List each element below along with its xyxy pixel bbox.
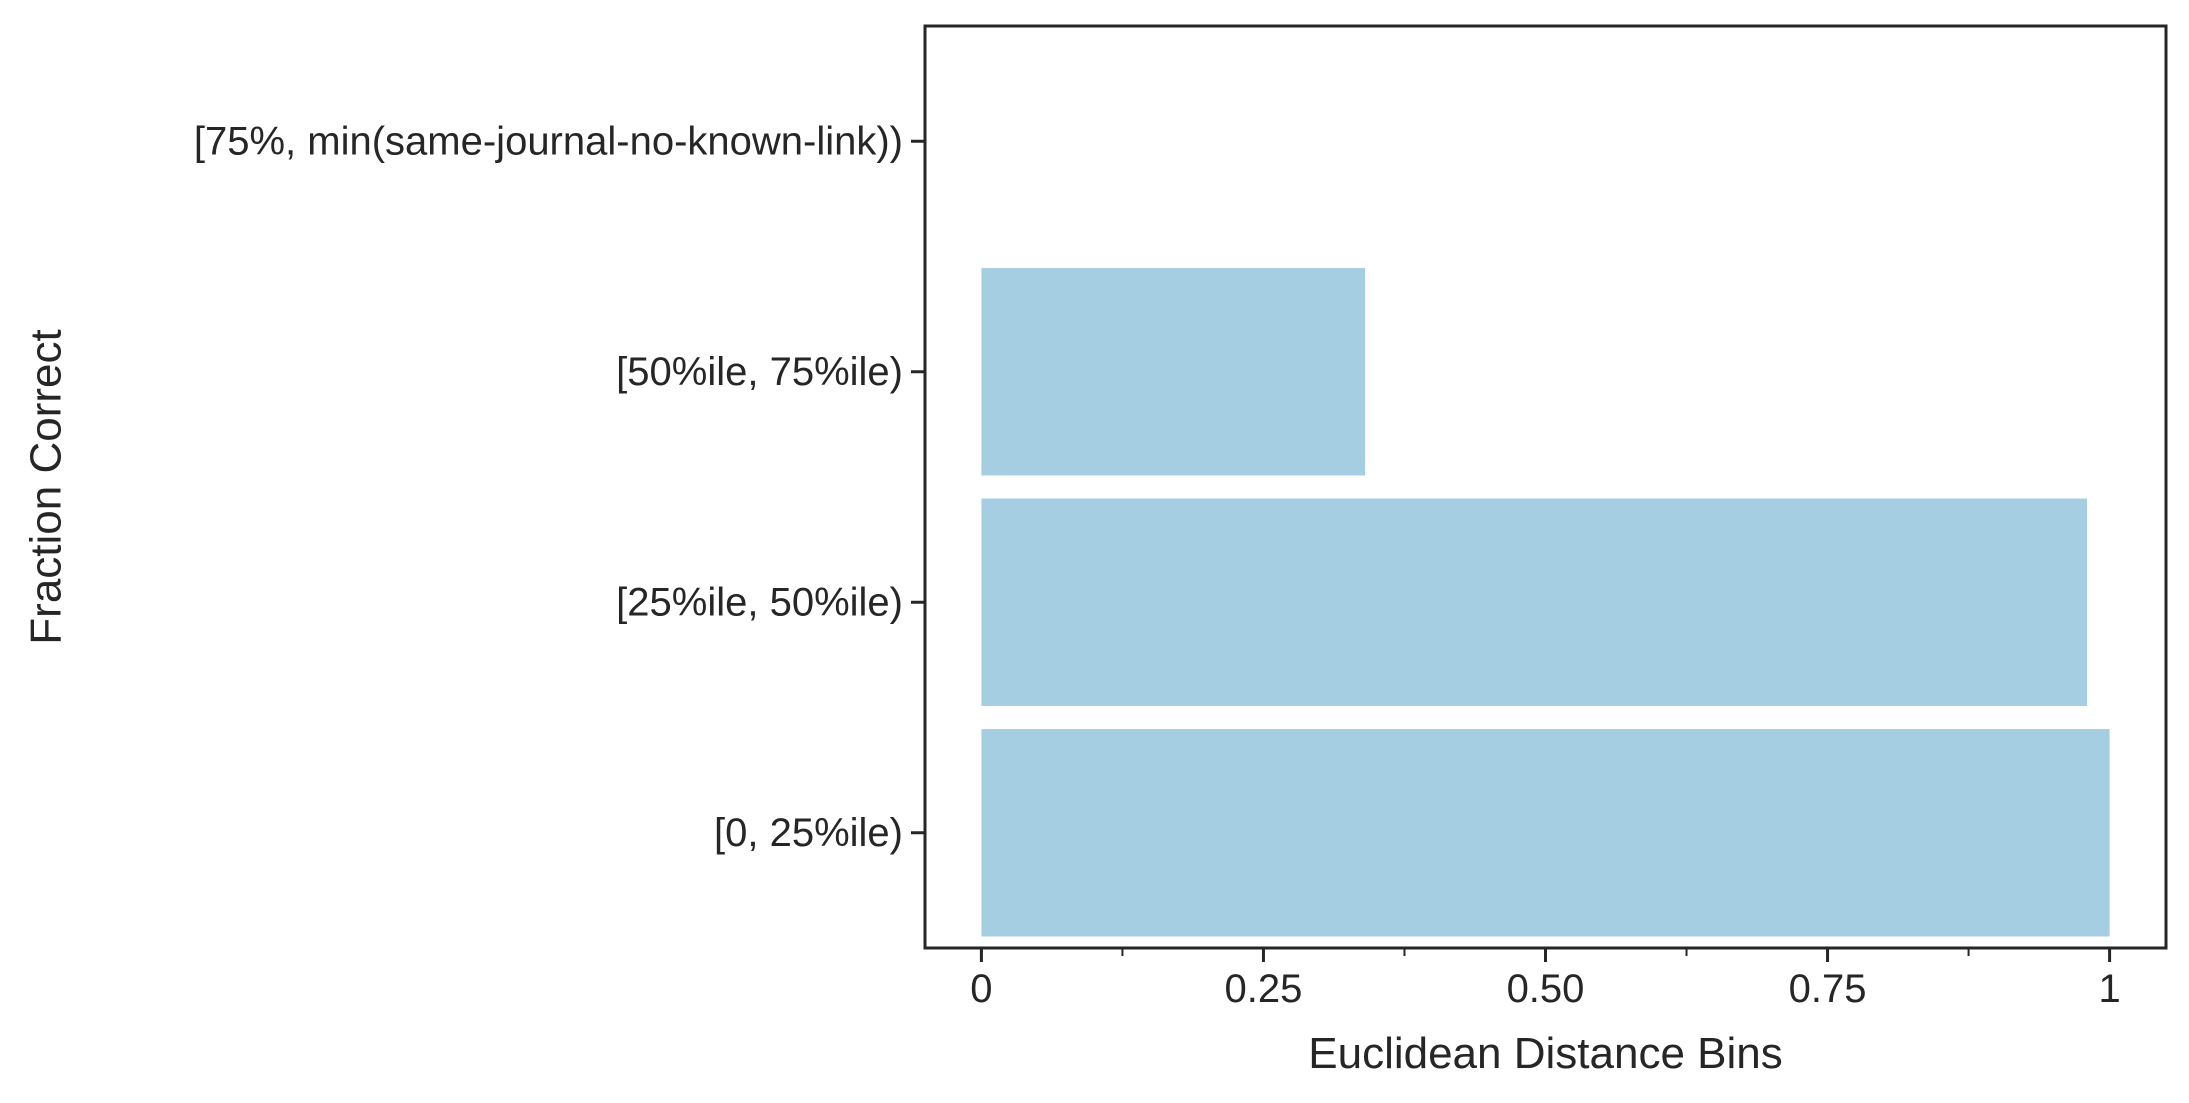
x-axis-title: Euclidean Distance Bins <box>1308 1029 1782 1078</box>
y-axis-title: Fraction Correct <box>22 329 71 644</box>
bars-group <box>981 268 2110 937</box>
bar-2 <box>981 268 1365 476</box>
y-tick-label-1: [25%ile, 50%ile) <box>616 580 903 624</box>
x-tick-label-3: 0.75 <box>1789 967 1867 1011</box>
bar-0 <box>981 729 2110 937</box>
y-tick-label-2: [50%ile, 75%ile) <box>616 350 903 394</box>
y-tick-label-0: [0, 25%ile) <box>714 811 903 855</box>
x-tick-label-2: 0.50 <box>1507 967 1585 1011</box>
bar-1 <box>981 498 2088 706</box>
y-axis: [0, 25%ile) [25%ile, 50%ile) [50%ile, 75%i… <box>194 119 925 855</box>
x-tick-label-1: 0.25 <box>1225 967 1303 1011</box>
x-tick-label-4: 1 <box>2098 967 2120 1011</box>
x-tick-label-0: 0 <box>970 967 992 1011</box>
x-axis: 0 0.25 0.50 0.75 1 <box>970 948 2121 1011</box>
y-tick-label-3: [75%, min(same-journal-no-known-link)) <box>194 119 903 163</box>
